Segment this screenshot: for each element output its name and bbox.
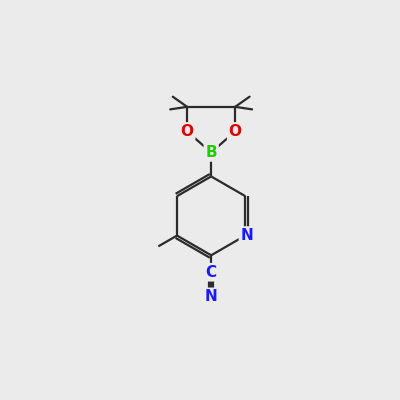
Text: O: O — [229, 124, 242, 139]
Text: O: O — [181, 124, 194, 139]
Text: B: B — [205, 145, 217, 160]
Text: N: N — [205, 289, 218, 304]
Text: N: N — [240, 228, 253, 243]
Text: C: C — [206, 265, 217, 280]
